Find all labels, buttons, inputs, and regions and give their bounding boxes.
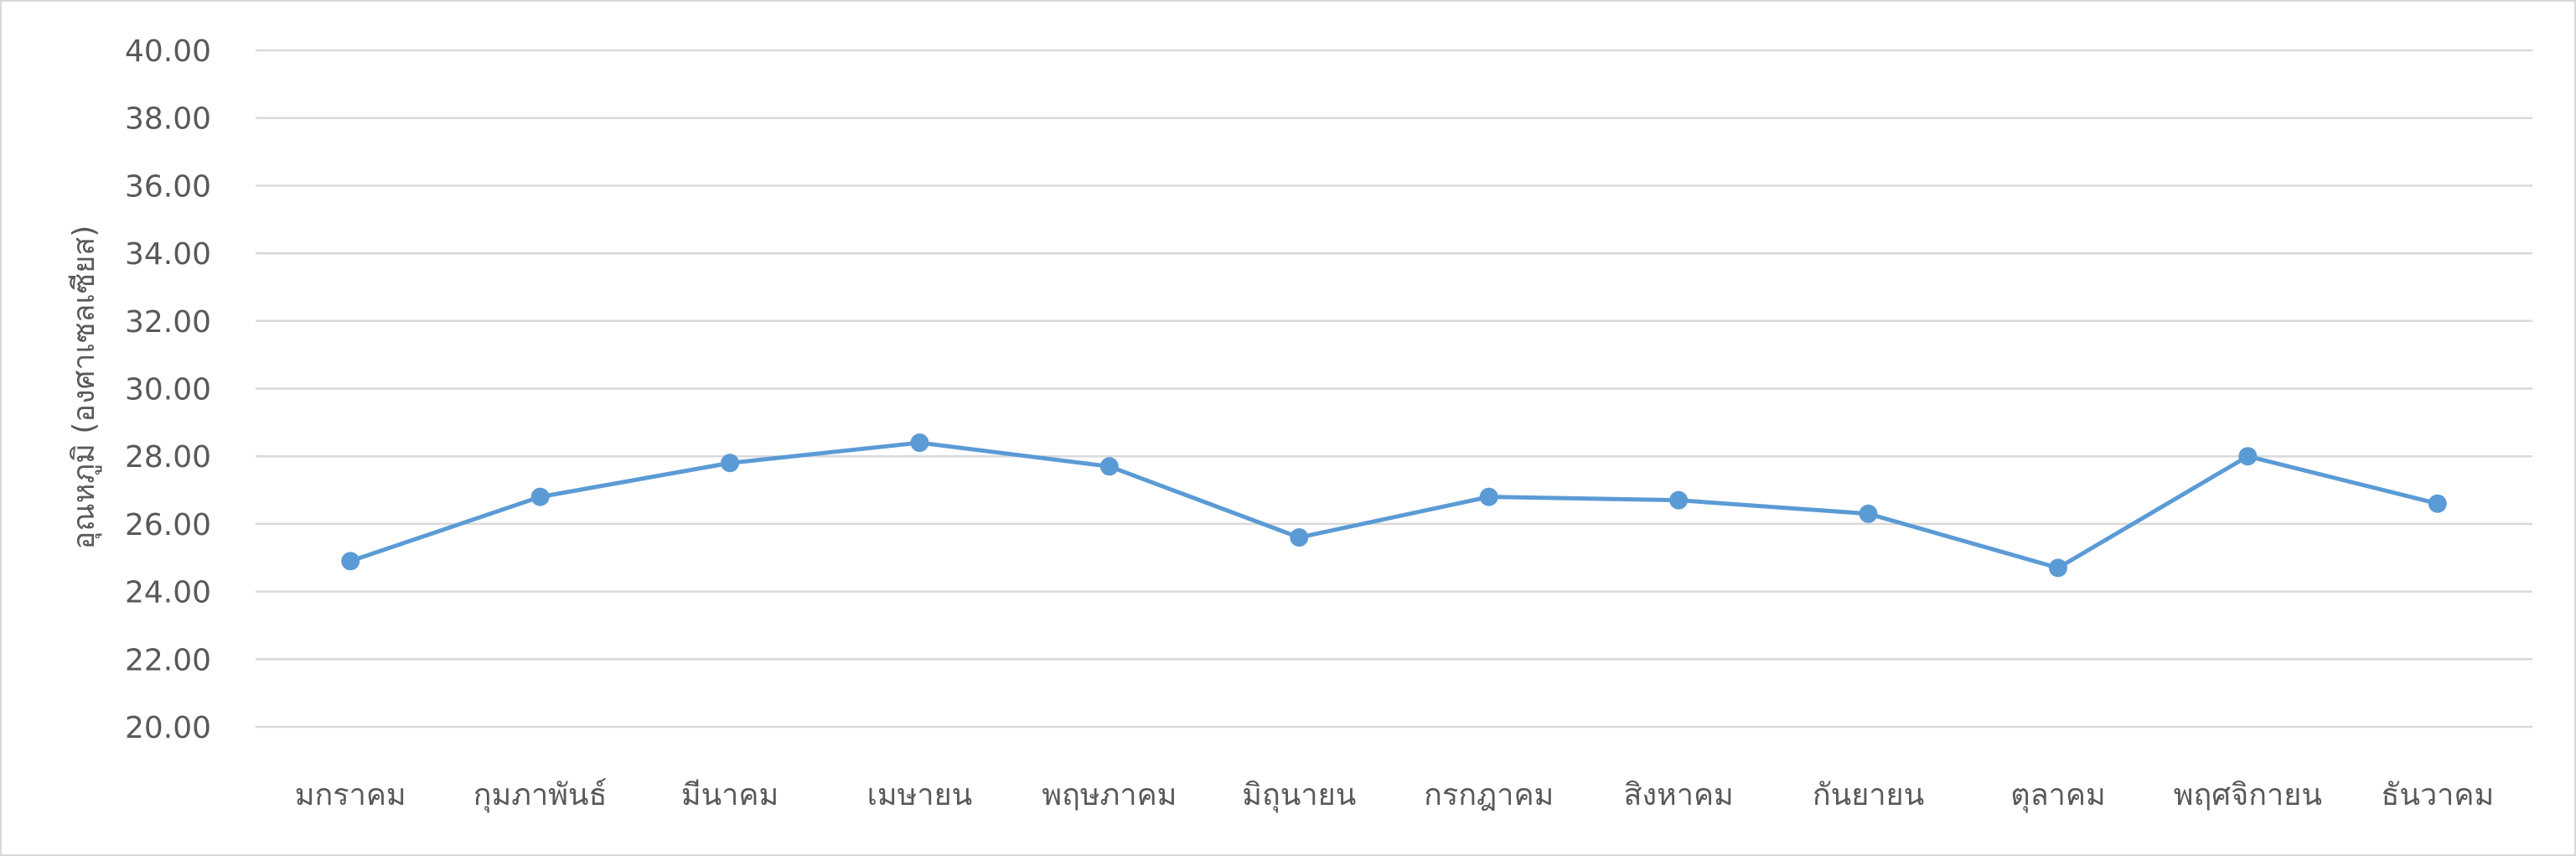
x-tick-label: พฤษภาคม: [1042, 778, 1177, 812]
y-tick-label: 28.00: [125, 440, 211, 475]
data-point[interactable]: [1859, 504, 1878, 523]
data-point[interactable]: [341, 552, 360, 571]
data-point[interactable]: [910, 433, 929, 453]
y-tick-label: 40.00: [125, 34, 211, 69]
series-layer: [341, 433, 2447, 578]
y-tick-label: 24.00: [125, 576, 211, 610]
y-tick-label: 32.00: [125, 305, 211, 340]
data-point[interactable]: [1099, 457, 1119, 476]
y-tick-label: 36.00: [125, 169, 211, 204]
data-point[interactable]: [1479, 487, 1498, 506]
data-point[interactable]: [1290, 528, 1309, 547]
x-tick-label: ธันวาคม: [2381, 778, 2494, 812]
series-line: [348, 440, 2440, 570]
x-tick-label: เมษายน: [867, 778, 973, 812]
y-tick-label: 20.00: [125, 711, 211, 745]
y-tick-label: 30.00: [125, 373, 211, 407]
y-tick-label: 26.00: [125, 508, 211, 542]
x-tick-label: มกราคม: [295, 778, 406, 812]
x-axis-ticks: มกราคม กุมภาพันธ์ มีนาคม เมษายน พฤษภาคม มิถุน…: [295, 778, 2494, 813]
data-point[interactable]: [530, 487, 550, 506]
x-tick-label: กันยายน: [1813, 778, 1924, 812]
data-point[interactable]: [1669, 490, 1689, 510]
y-tick-label: 22.00: [125, 643, 211, 677]
y-tick-label: 34.00: [125, 237, 211, 272]
x-tick-label: สิงหาคม: [1623, 778, 1733, 812]
gridlines: [256, 49, 2532, 729]
data-point[interactable]: [2238, 447, 2258, 466]
x-tick-label: ตุลาคม: [2010, 778, 2105, 813]
x-tick-label: พฤศจิกายน: [2174, 778, 2322, 812]
x-tick-label: กุมภาพันธ์: [473, 778, 608, 813]
data-point[interactable]: [721, 454, 740, 473]
x-tick-label: มีนาคม: [681, 778, 778, 812]
data-point[interactable]: [2048, 558, 2067, 578]
x-tick-label: กรกฎาคม: [1424, 778, 1554, 812]
data-point[interactable]: [2428, 494, 2447, 513]
y-axis-ticks: 20.00 22.00 24.00 26.00 28.00 30.00 32.00 34.00…: [125, 34, 211, 745]
y-tick-label: 38.00: [125, 102, 211, 137]
x-tick-label: มิถุนายน: [1242, 778, 1356, 813]
y-axis-title: อุณหภูมิ (องศาเซลเซียส): [67, 226, 102, 550]
